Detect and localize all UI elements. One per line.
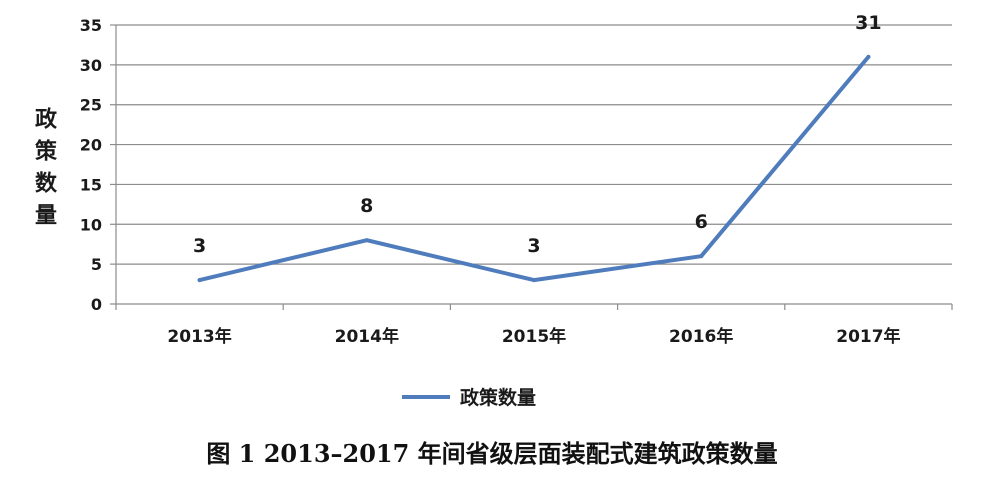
data-label: 8: [360, 195, 373, 217]
data-point: [197, 278, 202, 283]
data-label: 3: [527, 235, 540, 257]
data-label: 6: [695, 211, 708, 233]
y-axis-title-char: 数: [35, 171, 58, 197]
x-tick-label: 2016年: [669, 326, 733, 347]
x-tick-label: 2013年: [167, 326, 231, 347]
x-tick-labels: 2013年 2014年 2015年 2016年 2017年: [167, 326, 900, 347]
axes: [110, 24, 953, 310]
data-label: 3: [193, 235, 206, 257]
y-tick-label: 5: [91, 255, 102, 274]
y-tick-label: 15: [80, 175, 102, 194]
y-tick-label: 25: [80, 96, 102, 115]
series: [197, 54, 871, 283]
y-tick-label: 10: [80, 215, 102, 234]
data-label: 31: [855, 12, 881, 34]
y-tick-label: 0: [91, 295, 102, 314]
y-axis-title-char: 政: [35, 107, 58, 133]
data-point: [364, 238, 369, 243]
x-tick-label: 2015年: [502, 326, 566, 347]
y-axis-title: 政策数量: [35, 107, 58, 229]
y-tick-labels: 0 5 10 15 20 25 30 35: [80, 16, 102, 314]
legend: 政策数量: [402, 386, 536, 409]
data-point: [532, 278, 536, 283]
data-point: [699, 254, 704, 259]
y-tick-label: 20: [80, 136, 102, 155]
legend-label: 政策数量: [460, 386, 536, 409]
x-tick-label: 2014年: [335, 326, 399, 347]
x-tick-label: 2017年: [836, 326, 900, 347]
y-axis-title-char: 策: [35, 139, 58, 165]
y-axis-title-char: 量: [35, 204, 57, 229]
y-tick-label: 35: [80, 16, 102, 35]
data-point: [866, 54, 871, 59]
figure-caption: 图 1 2013–2017 年间省级层面装配式建筑政策数量: [206, 439, 777, 468]
gridlines: [116, 24, 952, 265]
data-labels: 3 8 3 6 31: [193, 12, 882, 257]
y-tick-label: 30: [80, 56, 102, 75]
